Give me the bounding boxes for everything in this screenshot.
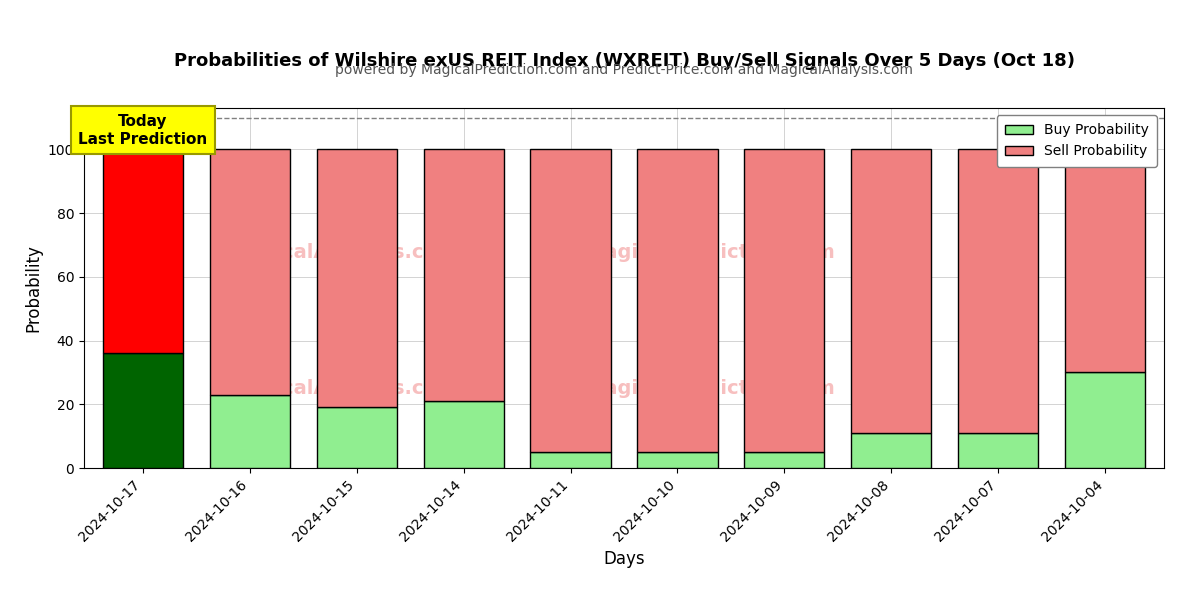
- Bar: [744, 452, 824, 468]
- Bar: [210, 149, 290, 395]
- Bar: [851, 149, 931, 433]
- Bar: [424, 149, 504, 401]
- Bar: [637, 452, 718, 468]
- Text: powered by MagicalPrediction.com and Predict-Price.com and MagicalAnalysis.com: powered by MagicalPrediction.com and Pre…: [335, 63, 913, 77]
- Text: MagicalPrediction.com: MagicalPrediction.com: [586, 242, 835, 262]
- Text: MagicalPrediction.com: MagicalPrediction.com: [586, 379, 835, 398]
- Bar: [1066, 149, 1145, 373]
- Y-axis label: Probability: Probability: [24, 244, 42, 332]
- Text: Today
Last Prediction: Today Last Prediction: [78, 114, 208, 146]
- Text: MagicalAnalysis.com: MagicalAnalysis.com: [229, 379, 457, 398]
- Bar: [424, 401, 504, 468]
- Legend: Buy Probability, Sell Probability: Buy Probability, Sell Probability: [997, 115, 1157, 167]
- Bar: [637, 149, 718, 452]
- Title: Probabilities of Wilshire exUS REIT Index (WXREIT) Buy/Sell Signals Over 5 Days : Probabilities of Wilshire exUS REIT Inde…: [174, 52, 1074, 70]
- Text: MagicalAnalysis.com: MagicalAnalysis.com: [229, 242, 457, 262]
- Bar: [317, 149, 397, 407]
- Bar: [958, 433, 1038, 468]
- Bar: [210, 395, 290, 468]
- Bar: [1066, 373, 1145, 468]
- X-axis label: Days: Days: [604, 550, 644, 568]
- Bar: [103, 353, 182, 468]
- Bar: [744, 149, 824, 452]
- Bar: [530, 452, 611, 468]
- Bar: [958, 149, 1038, 433]
- Bar: [317, 407, 397, 468]
- Bar: [103, 149, 182, 353]
- Bar: [851, 433, 931, 468]
- Bar: [530, 149, 611, 452]
